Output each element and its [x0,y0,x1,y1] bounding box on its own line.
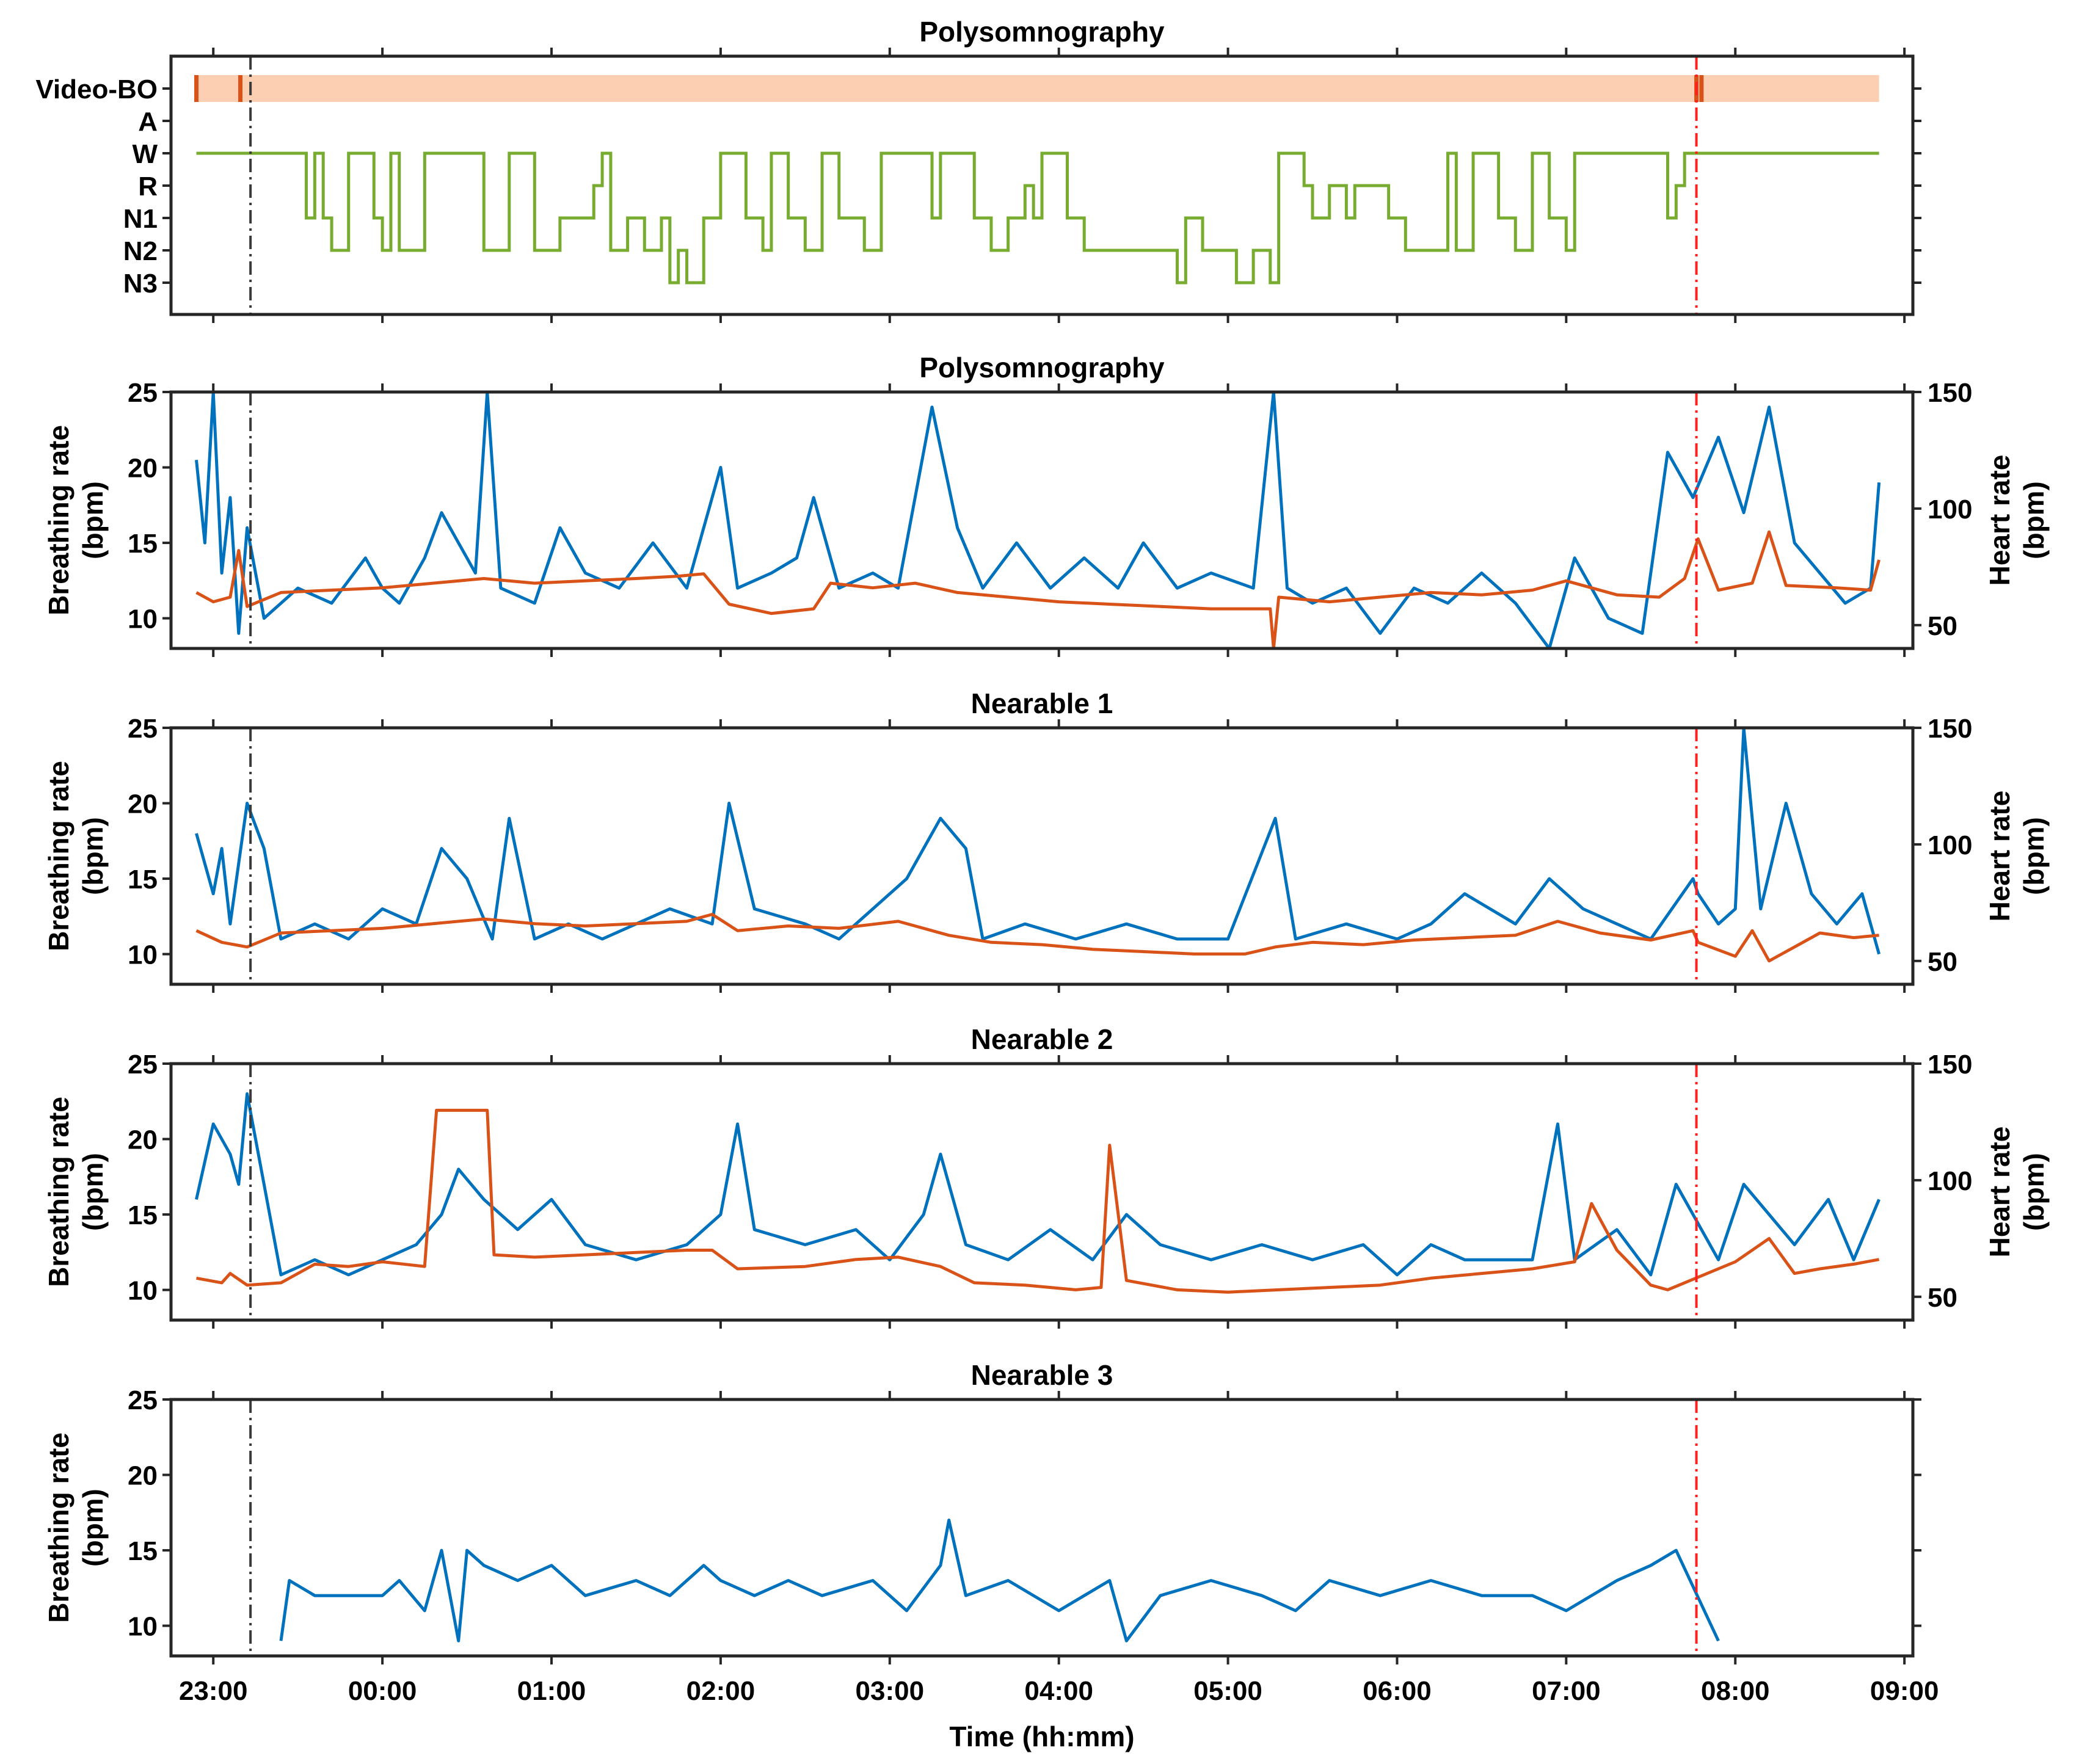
x-tick-label: 02:00 [686,1676,756,1706]
y2-axis-title: Heart rate [1984,1127,2015,1258]
y-axis-title-unit: (bpm) [77,817,109,895]
y2-tick-label: 100 [1928,830,1972,860]
panel-title: Nearable 2 [971,1023,1113,1055]
y-axis-title-unit: (bpm) [77,481,109,559]
breathing-rate-series [195,1092,1881,1277]
y2-tick-label: 150 [1928,378,1972,408]
x-tick-label: 00:00 [348,1676,417,1706]
y2-tick-label: 50 [1928,947,1957,977]
y-axis-title: Breathing rate [43,1097,75,1287]
y-tick-label: 20 [128,454,158,484]
y-axis-title: Breathing rate [43,761,75,951]
panel-title: Polysomnography [919,16,1165,48]
y2-axis-title-unit: (bpm) [2018,1153,2050,1231]
x-tick-label: 04:00 [1024,1676,1093,1706]
heart-rate-series [195,913,1879,963]
x-tick-label: 09:00 [1870,1676,1939,1706]
hyp-level-label: N3 [123,269,158,299]
breathing-rate-series [279,1519,1720,1642]
hypnogram-line [196,151,1879,285]
hyp-level-label: A [138,107,158,137]
panel-title: Polysomnography [919,352,1165,383]
x-axis-title: Time (hh:mm) [949,1721,1134,1752]
y-tick-label: 25 [128,1385,158,1415]
y-tick-label: 15 [128,865,158,895]
panel-title: Nearable 1 [971,688,1113,719]
y-tick-label: 20 [128,789,158,819]
video-bo-band [196,75,1879,102]
nearable-3-panel: Nearable 3 23:00 00:00 01:00 02:00 03:00 04:00… [43,1359,1939,1706]
panel-title: Nearable 3 [971,1359,1113,1391]
heart-rate-series [195,530,1881,648]
hyp-level-label: W [132,139,158,169]
y-tick-label: 25 [128,714,158,744]
y2-tick-label: 100 [1928,495,1972,524]
breathing-rate-series [195,728,1881,955]
y-tick-label: 15 [128,529,158,559]
y-axis-title-unit: (bpm) [77,1489,109,1567]
panel-3-frame [169,1398,1915,1658]
x-tick-label: 08:00 [1701,1676,1770,1706]
y-tick-label: 10 [128,604,158,634]
y2-axis-title-unit: (bpm) [2018,481,2050,559]
x-tick-label: 07:00 [1532,1676,1601,1706]
y-tick-label: 20 [128,1461,158,1491]
y-tick-label: 25 [128,1050,158,1080]
panel-1-frame [169,726,1915,986]
panel-2-frame [169,1062,1915,1322]
x-tick-label: 03:00 [856,1676,925,1706]
x-tick-label: 06:00 [1363,1676,1432,1706]
y-tick-label: 20 [128,1125,158,1155]
hyp-level-label: Video-BO [35,74,158,104]
y-axis-title: Breathing rate [43,425,75,615]
x-tick-label: 01:00 [517,1676,586,1706]
y2-tick-label: 100 [1928,1166,1972,1196]
breathing-rate-series [195,392,1881,648]
y2-axis-title-unit: (bpm) [2018,817,2050,895]
x-tick-label: 05:00 [1193,1676,1262,1706]
y2-axis-title: Heart rate [1984,455,2015,586]
hyp-level-label: N2 [123,236,158,266]
x-tick-label: 23:00 [179,1676,248,1706]
y-tick-label: 15 [128,1536,158,1566]
y-axis-title-unit: (bpm) [77,1153,109,1231]
y2-tick-label: 150 [1928,714,1972,744]
y-tick-label: 15 [128,1200,158,1230]
hyp-level-label: N1 [123,204,158,234]
y-tick-label: 25 [128,378,158,408]
y-tick-label: 10 [128,1612,158,1642]
y2-tick-label: 50 [1928,1283,1957,1313]
panel-0-frame [169,390,1915,650]
y-axis-title: Breathing rate [43,1432,75,1623]
y2-axis-title: Heart rate [1984,791,2015,922]
y2-tick-label: 50 [1928,611,1957,641]
hyp-level-label: R [138,172,158,201]
heart-rate-series [196,1108,1880,1294]
y2-tick-label: 150 [1928,1050,1972,1080]
y-tick-label: 10 [128,940,158,970]
y-tick-label: 10 [128,1276,158,1306]
